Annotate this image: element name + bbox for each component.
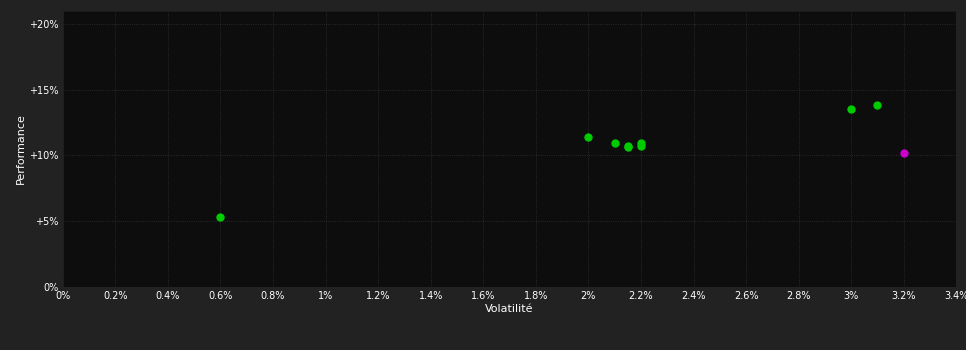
X-axis label: Volatilité: Volatilité bbox=[485, 304, 534, 314]
Point bbox=[843, 106, 859, 112]
Y-axis label: Performance: Performance bbox=[16, 113, 26, 184]
Point bbox=[634, 141, 649, 146]
Point bbox=[213, 215, 228, 220]
Point bbox=[634, 143, 649, 149]
Point bbox=[581, 134, 596, 140]
Point bbox=[869, 103, 885, 108]
Point bbox=[620, 145, 636, 150]
Point bbox=[896, 150, 912, 155]
Point bbox=[620, 143, 636, 149]
Point bbox=[607, 141, 622, 146]
